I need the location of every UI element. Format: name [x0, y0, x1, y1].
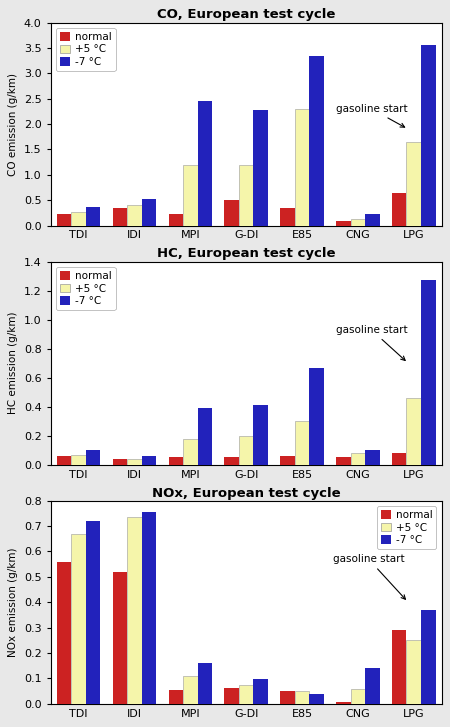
- Bar: [280, 691, 295, 704]
- Bar: [336, 220, 351, 225]
- Title: CO, European test cycle: CO, European test cycle: [157, 8, 335, 21]
- Bar: [142, 456, 156, 465]
- Bar: [336, 457, 351, 465]
- Bar: [169, 457, 183, 465]
- Bar: [112, 208, 127, 225]
- Bar: [295, 421, 309, 465]
- Bar: [280, 208, 295, 225]
- Bar: [351, 453, 365, 465]
- Bar: [406, 398, 421, 465]
- Bar: [198, 408, 212, 465]
- Y-axis label: NOx emission (g/km): NOx emission (g/km): [9, 547, 18, 657]
- Text: gasoline start: gasoline start: [336, 325, 407, 361]
- Bar: [142, 199, 156, 225]
- Bar: [351, 219, 365, 225]
- Bar: [365, 668, 380, 704]
- Bar: [86, 450, 100, 465]
- Bar: [336, 702, 351, 704]
- Bar: [198, 663, 212, 704]
- Bar: [421, 610, 436, 704]
- Bar: [392, 453, 406, 465]
- Bar: [295, 691, 309, 704]
- Bar: [406, 640, 421, 704]
- Bar: [225, 457, 239, 465]
- Legend: normal, +5 °C, -7 °C: normal, +5 °C, -7 °C: [377, 506, 436, 550]
- Bar: [253, 405, 268, 465]
- Bar: [253, 679, 268, 704]
- Bar: [169, 214, 183, 225]
- Bar: [225, 200, 239, 225]
- Bar: [351, 689, 365, 704]
- Bar: [392, 193, 406, 225]
- Bar: [72, 212, 86, 225]
- Title: NOx, European test cycle: NOx, European test cycle: [152, 486, 341, 499]
- Bar: [392, 630, 406, 704]
- Bar: [406, 142, 421, 225]
- Bar: [253, 110, 268, 225]
- Bar: [127, 459, 142, 465]
- Y-axis label: CO emission (g/km): CO emission (g/km): [9, 73, 18, 175]
- Bar: [112, 571, 127, 704]
- Bar: [57, 562, 72, 704]
- Bar: [309, 55, 324, 225]
- Bar: [183, 438, 198, 465]
- Bar: [239, 165, 253, 225]
- Bar: [239, 685, 253, 704]
- Bar: [183, 676, 198, 704]
- Bar: [72, 454, 86, 465]
- Bar: [183, 165, 198, 225]
- Legend: normal, +5 °C, -7 °C: normal, +5 °C, -7 °C: [56, 28, 116, 71]
- Bar: [86, 207, 100, 225]
- Bar: [72, 534, 86, 704]
- Text: gasoline start: gasoline start: [336, 104, 407, 127]
- Text: gasoline start: gasoline start: [333, 554, 405, 599]
- Bar: [127, 517, 142, 704]
- Bar: [239, 435, 253, 465]
- Bar: [280, 456, 295, 465]
- Y-axis label: HC emission (g/km): HC emission (g/km): [9, 312, 18, 414]
- Title: HC, European test cycle: HC, European test cycle: [157, 247, 335, 260]
- Bar: [169, 690, 183, 704]
- Bar: [365, 450, 380, 465]
- Bar: [365, 214, 380, 225]
- Bar: [225, 688, 239, 704]
- Bar: [309, 694, 324, 704]
- Bar: [421, 281, 436, 465]
- Bar: [127, 205, 142, 225]
- Bar: [309, 368, 324, 465]
- Bar: [295, 109, 309, 225]
- Bar: [421, 45, 436, 225]
- Bar: [86, 521, 100, 704]
- Bar: [57, 214, 72, 225]
- Bar: [198, 101, 212, 225]
- Legend: normal, +5 °C, -7 °C: normal, +5 °C, -7 °C: [56, 267, 116, 310]
- Bar: [142, 512, 156, 704]
- Bar: [112, 459, 127, 465]
- Bar: [57, 456, 72, 465]
